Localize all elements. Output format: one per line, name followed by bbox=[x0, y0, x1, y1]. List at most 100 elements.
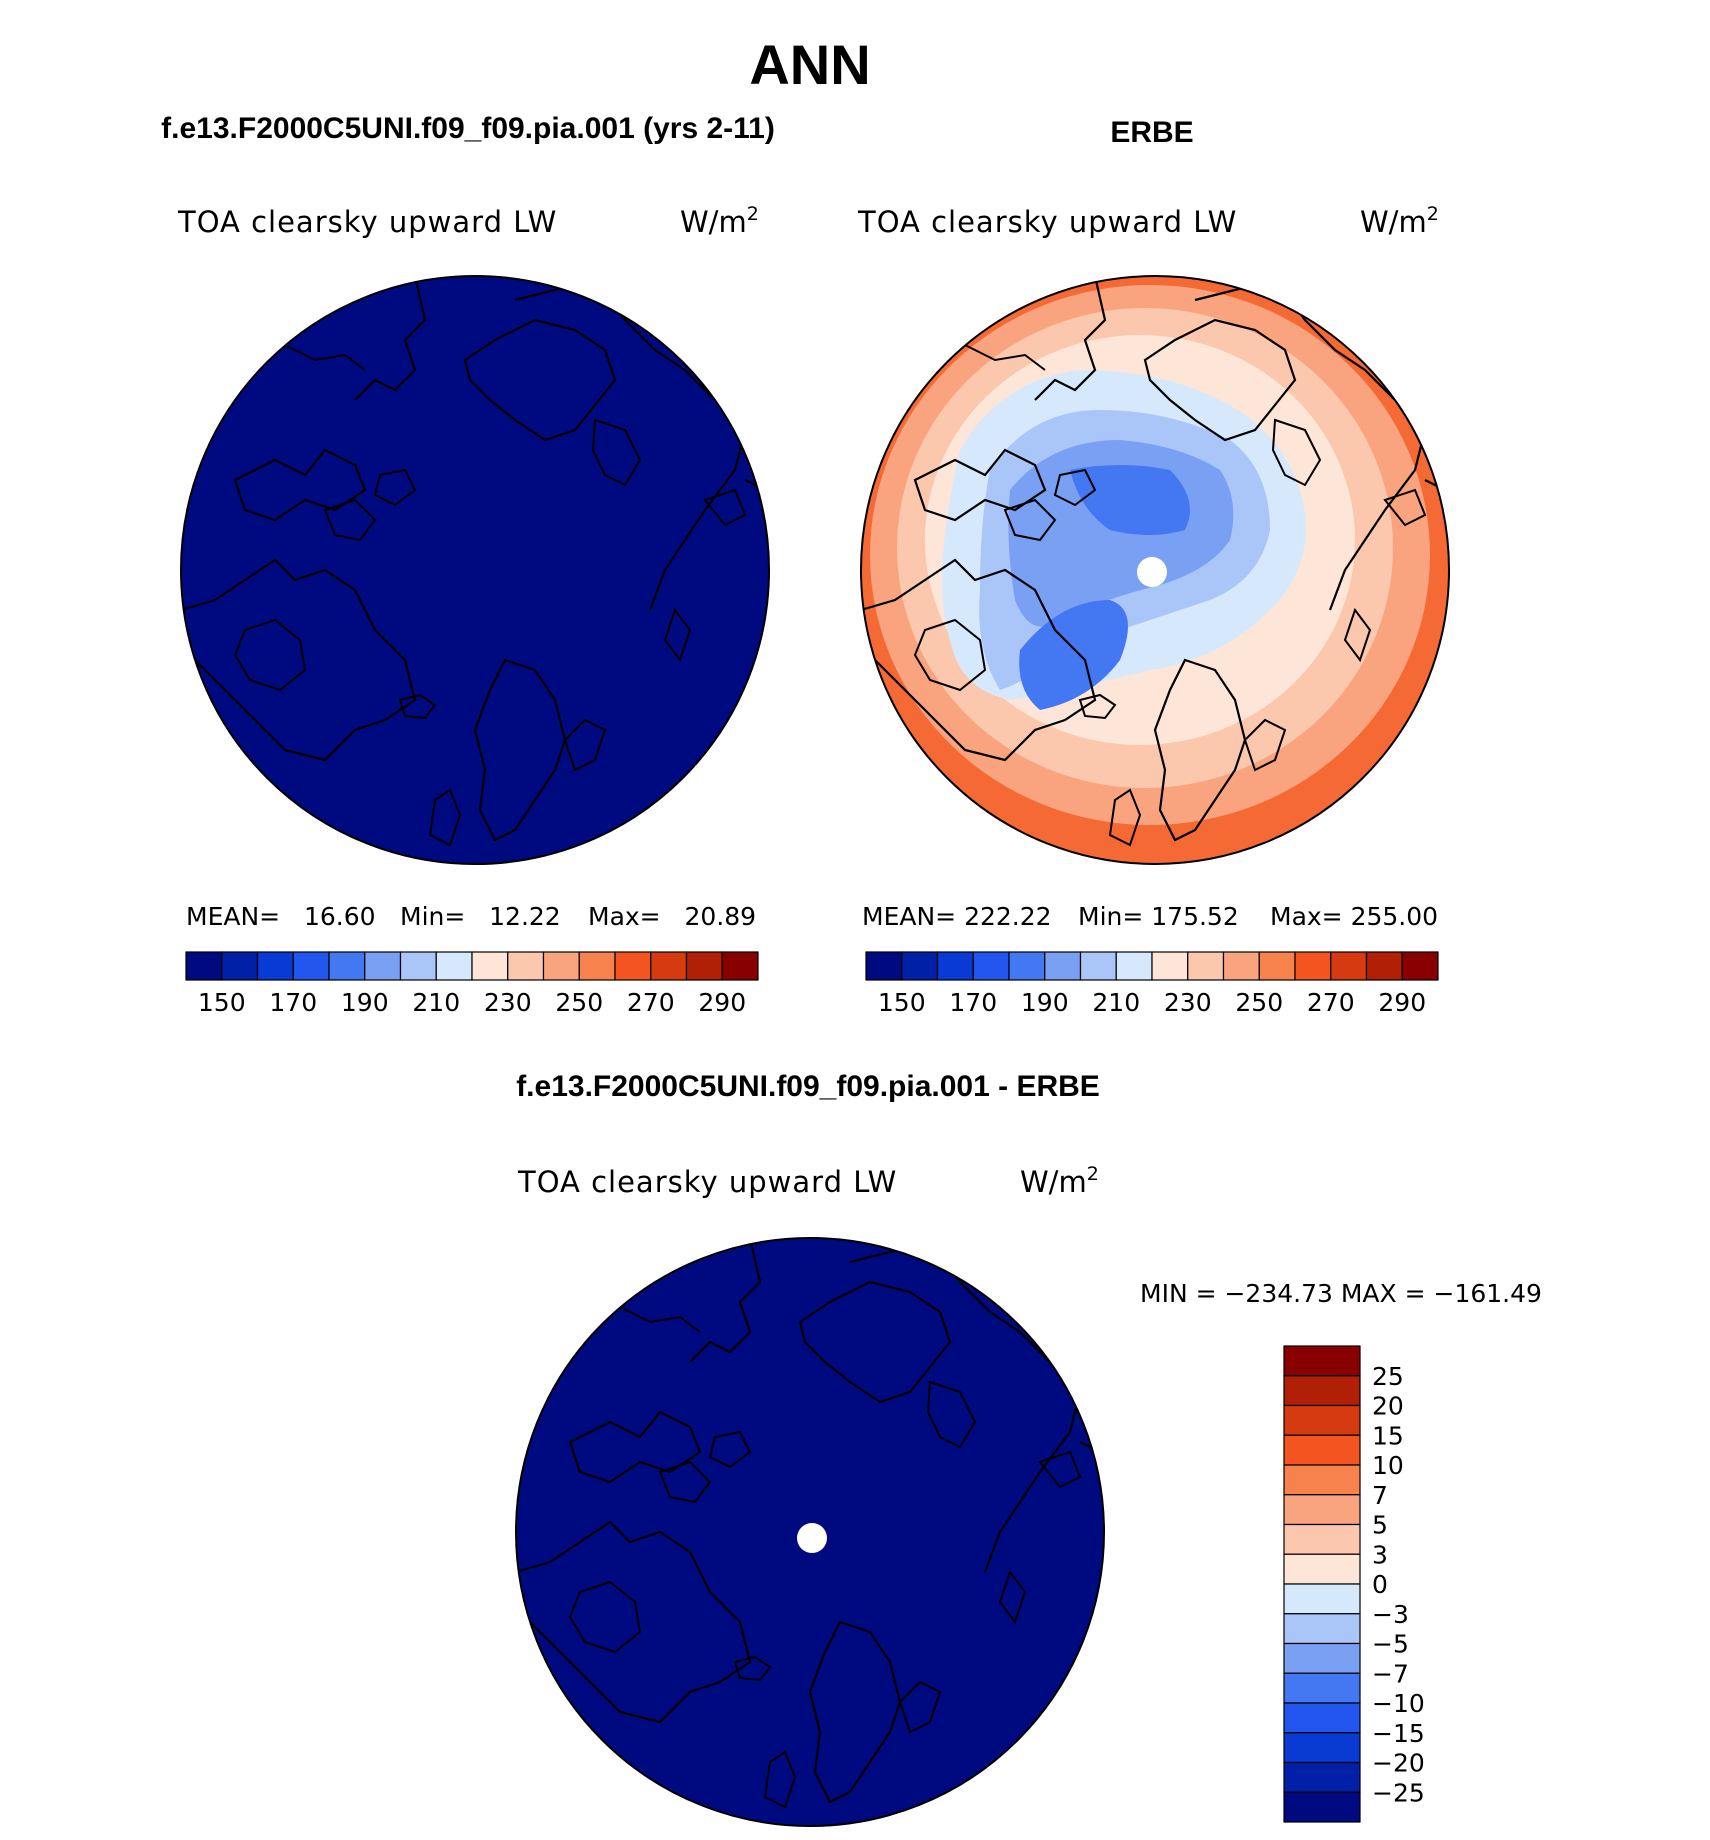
colorbar-tick-label: 250 bbox=[1235, 988, 1283, 1017]
colorbar-tick-label: 190 bbox=[1021, 988, 1069, 1017]
colorbar-swatch bbox=[1283, 1672, 1361, 1704]
colorbar-swatch bbox=[650, 951, 688, 981]
colorbar-swatch bbox=[542, 951, 580, 981]
colorbar-swatch bbox=[1283, 1613, 1361, 1645]
colorbar-tick-label: −3 bbox=[1372, 1600, 1409, 1629]
colorbar-swatch bbox=[1258, 951, 1296, 981]
colorbar-tick-label: −10 bbox=[1372, 1689, 1425, 1718]
colorbar-horizontal bbox=[185, 951, 759, 981]
variable-label: TOA clearsky upward LW bbox=[517, 1165, 897, 1199]
colorbar-tick-label: −5 bbox=[1372, 1630, 1409, 1659]
colorbar-swatch bbox=[435, 951, 473, 981]
colorbar-tick-label: 7 bbox=[1372, 1481, 1388, 1510]
colorbar-swatch bbox=[685, 951, 723, 981]
colorbar-swatch bbox=[471, 951, 509, 981]
colorbar-tick-label: −25 bbox=[1372, 1778, 1425, 1807]
colorbar-swatch bbox=[721, 951, 759, 981]
colorbar-swatch bbox=[578, 951, 616, 981]
colorbar-swatch bbox=[1283, 1375, 1361, 1407]
colorbar-swatch bbox=[1401, 951, 1439, 981]
colorbar-swatch bbox=[1283, 1761, 1361, 1793]
units-label: W/m2 bbox=[1360, 203, 1439, 239]
colorbar-swatch bbox=[364, 951, 402, 981]
panel-heading: f.e13.F2000C5UNI.f09_f09.pia.001 - ERBE bbox=[516, 1070, 1100, 1103]
colorbar-tick-label: 210 bbox=[412, 988, 460, 1017]
colorbar-swatch bbox=[901, 951, 939, 981]
polar-map bbox=[180, 275, 770, 865]
colorbar-tick-label: 150 bbox=[198, 988, 246, 1017]
stat-min: Min= 12.22 bbox=[400, 902, 561, 931]
units-label: W/m2 bbox=[680, 203, 759, 239]
colorbar-swatch bbox=[1283, 1434, 1361, 1466]
variable-label: TOA clearsky upward LW bbox=[857, 205, 1237, 239]
polar-map bbox=[860, 275, 1450, 865]
colorbar-tick-label: 230 bbox=[1164, 988, 1212, 1017]
colorbar-tick-label: 10 bbox=[1372, 1451, 1404, 1480]
colorbar-tick-label: −20 bbox=[1372, 1749, 1425, 1778]
colorbar-tick-label: 170 bbox=[269, 988, 317, 1017]
panel-erbe: ERBE TOA clearsky upward LW W/m2 bbox=[857, 116, 1450, 1017]
panel-heading: f.e13.F2000C5UNI.f09_f09.pia.001 (yrs 2-… bbox=[161, 112, 775, 145]
colorbar-tick-label: 290 bbox=[698, 988, 746, 1017]
colorbar-swatch bbox=[256, 951, 294, 981]
panel-difference: f.e13.F2000C5UNI.f09_f09.pia.001 - ERBE … bbox=[515, 1070, 1542, 1827]
colorbar-swatch bbox=[972, 951, 1010, 981]
colorbar-tick-label: 0 bbox=[1372, 1570, 1388, 1599]
colorbar-swatch bbox=[1079, 951, 1117, 981]
colorbar-swatch bbox=[1187, 951, 1225, 981]
stat-min: Min= 175.52 bbox=[1078, 902, 1239, 931]
panel-heading: ERBE bbox=[1110, 116, 1193, 149]
colorbar-swatch bbox=[1283, 1702, 1361, 1734]
colorbar-swatch bbox=[328, 951, 366, 981]
variable-label: TOA clearsky upward LW bbox=[177, 205, 557, 239]
colorbar-swatch bbox=[936, 951, 974, 981]
colorbar-swatch bbox=[507, 951, 545, 981]
colorbar-swatch bbox=[1283, 1583, 1361, 1615]
units-label: W/m2 bbox=[1020, 1163, 1099, 1199]
colorbar-swatch bbox=[399, 951, 437, 981]
colorbar-tick-label: 20 bbox=[1372, 1392, 1404, 1421]
panel-model: f.e13.F2000C5UNI.f09_f09.pia.001 (yrs 2-… bbox=[161, 112, 775, 1017]
colorbar-tick-label: 230 bbox=[484, 988, 532, 1017]
colorbar-tick-label: 270 bbox=[627, 988, 675, 1017]
colorbar-swatch bbox=[1151, 951, 1189, 981]
stat-max: Max= 20.89 bbox=[588, 902, 756, 931]
colorbar-tick-label: 270 bbox=[1307, 988, 1355, 1017]
colorbar-swatch bbox=[614, 951, 652, 981]
main-title: ANN bbox=[749, 33, 870, 96]
colorbar-tick-label: −7 bbox=[1372, 1659, 1409, 1688]
colorbar-swatch bbox=[1365, 951, 1403, 981]
colorbar-tick-label: 290 bbox=[1378, 988, 1426, 1017]
colorbar-swatch bbox=[1283, 1642, 1361, 1674]
colorbar-swatch bbox=[1115, 951, 1153, 981]
stat-mean: MEAN= 16.60 bbox=[186, 902, 376, 931]
colorbar-swatch bbox=[1008, 951, 1046, 981]
colorbar-swatch bbox=[1283, 1523, 1361, 1555]
colorbar-swatch bbox=[221, 951, 259, 981]
colorbar-swatch bbox=[1283, 1345, 1361, 1377]
colorbar-swatch bbox=[1294, 951, 1332, 981]
colorbar-swatch bbox=[1283, 1791, 1361, 1823]
colorbar-tick-label: 210 bbox=[1092, 988, 1140, 1017]
colorbar-tick-label: 150 bbox=[878, 988, 926, 1017]
colorbar-swatch bbox=[1283, 1732, 1361, 1764]
colorbar-tick-label: 3 bbox=[1372, 1540, 1388, 1569]
colorbar-swatch bbox=[1283, 1404, 1361, 1436]
colorbar-vertical bbox=[1283, 1345, 1361, 1823]
colorbar-swatch bbox=[865, 951, 903, 981]
colorbar-swatch bbox=[292, 951, 330, 981]
colorbar-swatch bbox=[1044, 951, 1082, 981]
colorbar-tick-label: 250 bbox=[555, 988, 603, 1017]
colorbar-horizontal bbox=[865, 951, 1439, 981]
colorbar-swatch bbox=[1283, 1553, 1361, 1585]
stat-mean: MEAN= 222.22 bbox=[862, 902, 1052, 931]
minmax-label: MIN = −234.73 MAX = −161.49 bbox=[1140, 1279, 1542, 1308]
stat-max: Max= 255.00 bbox=[1270, 902, 1438, 931]
colorbar-tick-label: 25 bbox=[1372, 1362, 1404, 1391]
colorbar-tick-label: 170 bbox=[949, 988, 997, 1017]
colorbar-tick-label: 5 bbox=[1372, 1511, 1388, 1540]
colorbar-swatch bbox=[1283, 1494, 1361, 1526]
colorbar-swatch bbox=[1222, 951, 1260, 981]
colorbar-swatch bbox=[185, 951, 223, 981]
